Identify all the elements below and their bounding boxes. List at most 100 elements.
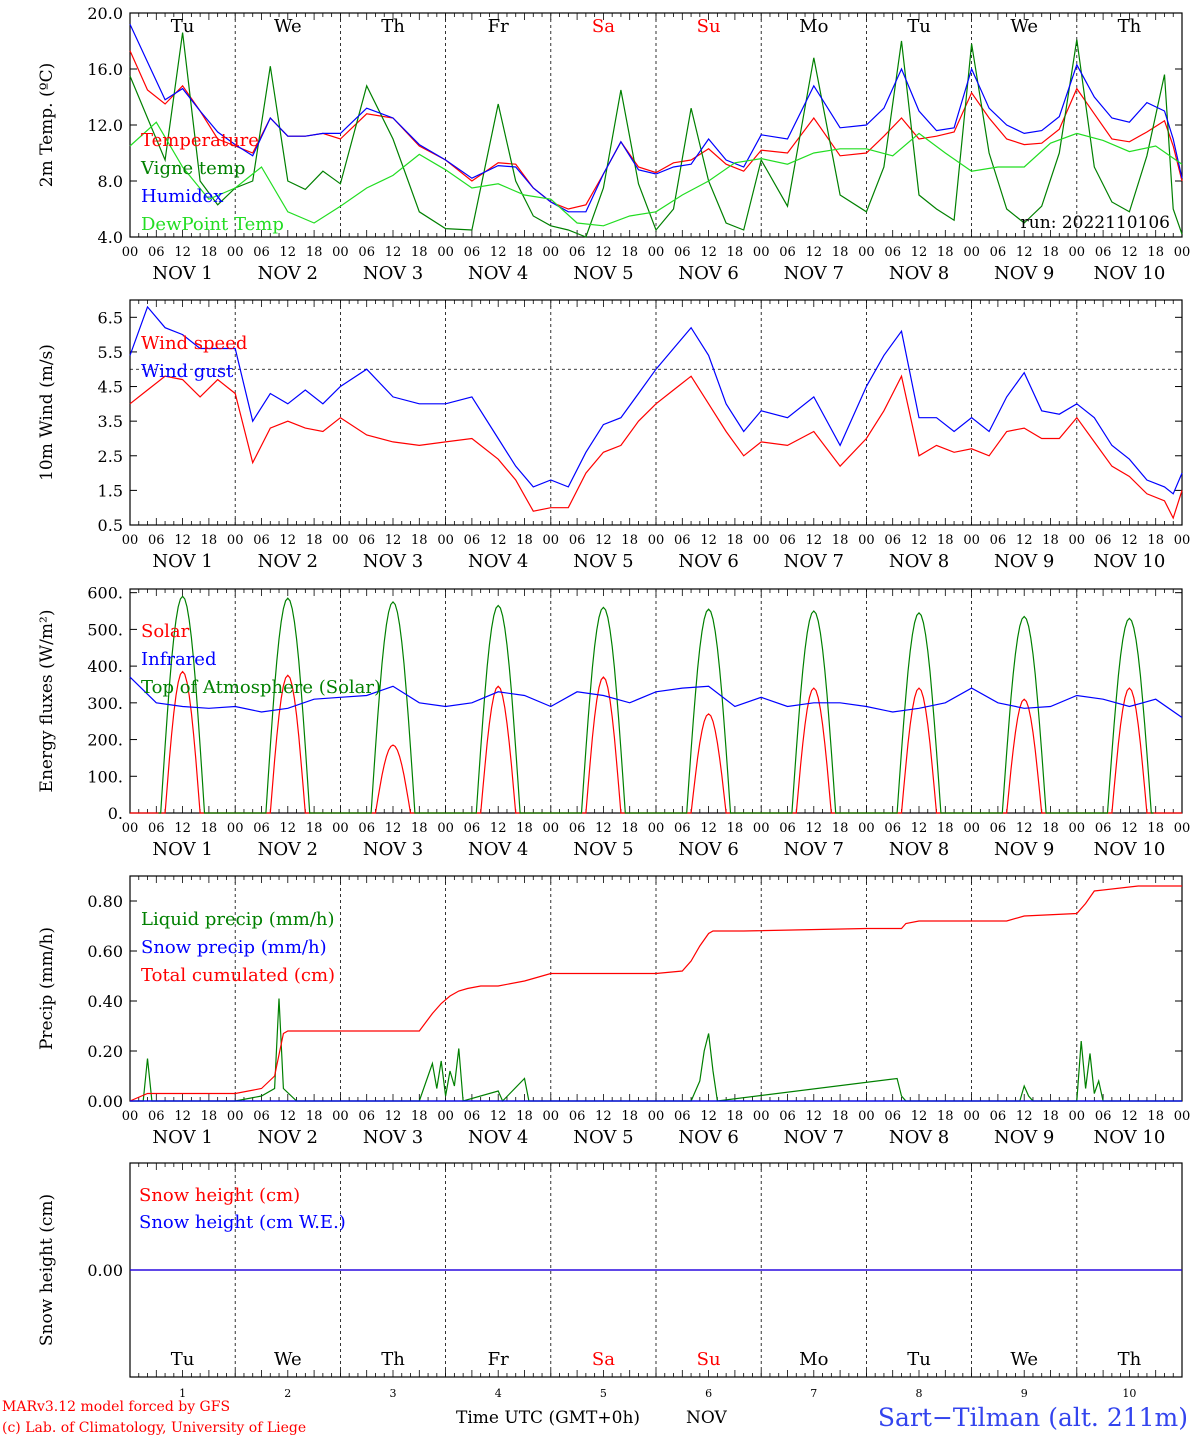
hour-label: 18 bbox=[201, 821, 218, 836]
hour-label: 18 bbox=[1042, 533, 1059, 548]
hour-label: 18 bbox=[306, 533, 323, 548]
hour-label: 12 bbox=[595, 533, 612, 548]
hour-label: 18 bbox=[306, 1109, 323, 1124]
hour-label: 06 bbox=[779, 821, 796, 836]
day-number-label: 10 bbox=[1122, 1387, 1136, 1400]
plot-frame bbox=[129, 588, 1183, 814]
date-label: NOV 7 bbox=[784, 839, 844, 860]
series-wind-speed bbox=[129, 374, 1183, 520]
hour-label: 00 bbox=[648, 821, 665, 836]
legend-entry: Liquid precip (mm/h) bbox=[141, 909, 335, 930]
hour-label: 00 bbox=[227, 821, 244, 836]
weekday-label: Sa bbox=[592, 1349, 615, 1370]
y-tick-label: 1.5 bbox=[98, 481, 123, 500]
station-title: Sart−Tilman (alt. 211m) bbox=[878, 1403, 1188, 1432]
legend-entry: Infrared bbox=[141, 649, 216, 670]
day-number-label: 4 bbox=[495, 1387, 502, 1400]
hour-label: 12 bbox=[911, 533, 928, 548]
date-label: NOV 5 bbox=[573, 1127, 633, 1148]
y-tick-label: 100. bbox=[87, 767, 123, 786]
hour-label: 06 bbox=[569, 533, 586, 548]
hour-label: 12 bbox=[806, 821, 823, 836]
date-label: NOV 3 bbox=[363, 1127, 423, 1148]
date-label: NOV 5 bbox=[573, 551, 633, 572]
weekday-label: Fr bbox=[488, 16, 509, 37]
hour-label: 18 bbox=[937, 821, 954, 836]
y-axis-label: Snow height (cm) bbox=[37, 1194, 57, 1346]
y-tick-label: 4.5 bbox=[98, 378, 123, 397]
hour-label: 06 bbox=[148, 1109, 165, 1124]
hour-label: 00 bbox=[1069, 533, 1086, 548]
date-label: NOV 4 bbox=[468, 263, 528, 284]
day-number-label: 2 bbox=[284, 1387, 291, 1400]
hour-label: 06 bbox=[674, 1109, 691, 1124]
date-label: NOV 4 bbox=[468, 839, 528, 860]
hour-label: 00 bbox=[332, 245, 349, 260]
hour-label: 06 bbox=[464, 245, 481, 260]
hour-label: 00 bbox=[122, 533, 139, 548]
weekday-label: Th bbox=[1118, 1349, 1142, 1370]
date-label: NOV 1 bbox=[152, 551, 212, 572]
hour-label: 12 bbox=[911, 245, 928, 260]
day-number-label: 7 bbox=[810, 1387, 817, 1400]
hour-label: 00 bbox=[648, 245, 665, 260]
legend-entry: Total cumulated (cm) bbox=[141, 965, 335, 986]
hour-label: 06 bbox=[990, 821, 1007, 836]
hour-label: 18 bbox=[1147, 245, 1164, 260]
date-label: NOV 10 bbox=[1093, 1127, 1165, 1148]
hour-label: 06 bbox=[253, 245, 270, 260]
hour-label: 00 bbox=[753, 1109, 770, 1124]
hour-label: 18 bbox=[1042, 821, 1059, 836]
weekday-label: Fr bbox=[488, 1349, 509, 1370]
hour-label: 06 bbox=[464, 821, 481, 836]
hour-label: 12 bbox=[595, 821, 612, 836]
hour-label: 18 bbox=[1042, 1109, 1059, 1124]
hour-label: 06 bbox=[779, 1109, 796, 1124]
hour-label: 00 bbox=[543, 533, 560, 548]
panel-1: 4.0 8.0 12.0 16.0 20.0 2m Temp. (ºC) Temperatu… bbox=[37, 4, 1190, 284]
hour-label: 18 bbox=[727, 245, 744, 260]
hour-label: 12 bbox=[174, 1109, 191, 1124]
date-label: NOV 9 bbox=[994, 839, 1054, 860]
panel-4: 0.00 0.20 0.40 0.60 0.80 Precip (mm/h) Liquid … bbox=[37, 875, 1190, 1148]
hour-label: 12 bbox=[280, 1109, 297, 1124]
hour-label: 00 bbox=[963, 821, 980, 836]
hour-label: 18 bbox=[937, 533, 954, 548]
hour-label: 00 bbox=[753, 821, 770, 836]
time-axis-label: Time UTC (GMT+0h) bbox=[456, 1408, 640, 1428]
hour-label: 12 bbox=[385, 821, 402, 836]
hour-label: 18 bbox=[1147, 1109, 1164, 1124]
date-label: NOV 8 bbox=[889, 839, 949, 860]
plot-frame bbox=[129, 299, 1183, 526]
hour-label: 06 bbox=[253, 533, 270, 548]
y-tick-label: 200. bbox=[87, 731, 123, 750]
hour-label: 12 bbox=[490, 1109, 507, 1124]
hour-label: 12 bbox=[700, 821, 717, 836]
hour-label: 12 bbox=[174, 533, 191, 548]
date-label: NOV 6 bbox=[678, 839, 738, 860]
hour-label: 06 bbox=[1095, 821, 1112, 836]
hour-label: 06 bbox=[148, 245, 165, 260]
y-tick-label: 2.5 bbox=[98, 447, 123, 466]
weekday-label: Mo bbox=[799, 1349, 828, 1370]
footer: MARv3.12 model forced by GFS (c) Lab. of… bbox=[2, 1399, 1188, 1436]
hour-label: 12 bbox=[385, 533, 402, 548]
hour-label: 18 bbox=[306, 821, 323, 836]
legend-entry: Temperature bbox=[141, 130, 259, 151]
day-number-label: 9 bbox=[1021, 1387, 1028, 1400]
hour-label: 06 bbox=[674, 245, 691, 260]
y-tick-label: 5.5 bbox=[98, 343, 123, 362]
hour-label: 12 bbox=[385, 1109, 402, 1124]
date-label: NOV 8 bbox=[889, 263, 949, 284]
hour-label: 12 bbox=[280, 245, 297, 260]
day-number-label: 3 bbox=[390, 1387, 397, 1400]
hour-label: 12 bbox=[490, 821, 507, 836]
weekday-label: Th bbox=[381, 1349, 405, 1370]
hour-label: 12 bbox=[911, 1109, 928, 1124]
y-axis-label: 10m Wind (m/s) bbox=[37, 344, 57, 481]
date-label: NOV 1 bbox=[152, 263, 212, 284]
hour-label: 06 bbox=[148, 821, 165, 836]
hour-label: 12 bbox=[490, 533, 507, 548]
legend-entry: Solar bbox=[141, 621, 190, 642]
y-tick-label: 300. bbox=[87, 694, 123, 713]
